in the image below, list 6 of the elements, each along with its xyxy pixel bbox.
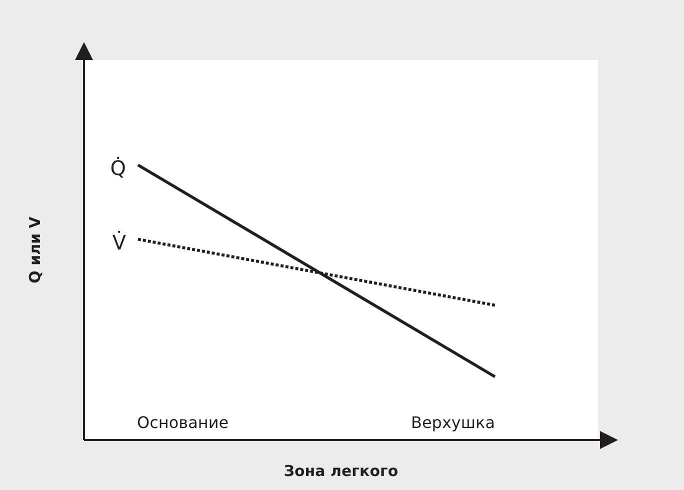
y-axis-title: Q или V: [26, 216, 44, 284]
annotation: Основание: [137, 413, 229, 432]
series-label: V̇: [112, 230, 126, 254]
annotation: Верхушка: [410, 413, 495, 432]
x-axis-title: Зона легкого: [284, 462, 398, 480]
series-label: Q̇: [110, 156, 126, 180]
